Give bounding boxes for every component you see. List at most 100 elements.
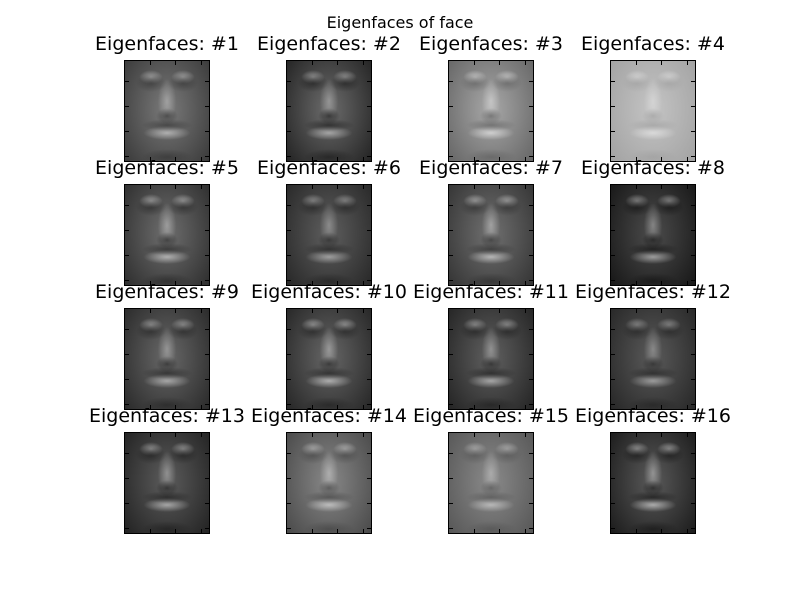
axis-tick <box>125 404 129 405</box>
eigenface-image <box>610 308 696 410</box>
axis-tick <box>687 281 688 285</box>
axis-tick <box>611 379 615 380</box>
axis-tick <box>205 528 209 529</box>
axis-tick <box>367 379 371 380</box>
axis-tick <box>125 478 129 479</box>
eigenface-pixels <box>611 433 695 533</box>
axis-tick <box>287 255 291 256</box>
axis-tick <box>125 131 129 132</box>
axis-tick <box>449 156 453 157</box>
axis-tick <box>287 528 291 529</box>
axis-tick <box>661 405 662 409</box>
axis-tick <box>367 478 371 479</box>
axis-tick <box>611 404 615 405</box>
axis-tick <box>201 281 202 285</box>
axis-tick <box>529 478 533 479</box>
axis-tick <box>125 528 129 529</box>
axis-tick <box>367 329 371 330</box>
eigenface-pixels <box>449 185 533 285</box>
axis-tick <box>611 205 615 206</box>
axis-tick <box>367 280 371 281</box>
axis-tick <box>287 131 291 132</box>
axis-tick <box>312 61 313 65</box>
axis-tick <box>687 309 688 313</box>
axis-tick <box>205 379 209 380</box>
axis-tick <box>312 281 313 285</box>
axis-tick <box>367 205 371 206</box>
axis-tick <box>499 529 500 533</box>
axis-tick <box>611 230 615 231</box>
axis-tick <box>125 453 129 454</box>
axis-tick <box>287 404 291 405</box>
axis-tick <box>175 281 176 285</box>
axis-tick <box>529 280 533 281</box>
axis-tick <box>337 281 338 285</box>
axis-tick <box>691 528 695 529</box>
axis-tick <box>529 354 533 355</box>
axis-tick <box>201 157 202 161</box>
axis-tick <box>201 309 202 313</box>
axis-tick <box>367 354 371 355</box>
eigenface-image <box>124 432 210 534</box>
axis-tick <box>691 205 695 206</box>
axis-tick <box>449 255 453 256</box>
axis-tick <box>287 81 291 82</box>
axis-tick <box>611 131 615 132</box>
axis-tick <box>150 405 151 409</box>
axis-tick <box>691 255 695 256</box>
axis-tick <box>287 354 291 355</box>
axis-tick <box>175 61 176 65</box>
panel-title: Eigenfaces: #4 <box>581 33 725 55</box>
axis-tick <box>525 185 526 189</box>
axis-tick <box>363 281 364 285</box>
eigenface-pixels <box>611 61 695 161</box>
axis-tick <box>529 81 533 82</box>
panel-title: Eigenfaces: #2 <box>257 33 401 55</box>
axis-tick <box>367 81 371 82</box>
panel-title: Eigenfaces: #14 <box>251 405 407 427</box>
axis-tick <box>363 309 364 313</box>
panel-title: Eigenfaces: #15 <box>413 405 569 427</box>
eigenface-image <box>286 60 372 162</box>
eigenface-image <box>448 308 534 410</box>
axis-tick <box>691 81 695 82</box>
axis-tick <box>201 185 202 189</box>
axis-tick <box>150 281 151 285</box>
axis-tick <box>367 453 371 454</box>
axis-tick <box>367 106 371 107</box>
eigenface-pixels <box>125 185 209 285</box>
axis-tick <box>691 280 695 281</box>
axis-tick <box>474 405 475 409</box>
eigenface-pixels <box>611 309 695 409</box>
axis-tick <box>529 379 533 380</box>
axis-tick <box>499 405 500 409</box>
eigenface-pixels <box>449 309 533 409</box>
axis-tick <box>175 433 176 437</box>
panel-title: Eigenfaces: #9 <box>95 281 239 303</box>
axis-tick <box>687 61 688 65</box>
axis-tick <box>201 405 202 409</box>
axis-tick <box>687 185 688 189</box>
axis-tick <box>474 309 475 313</box>
axis-tick <box>525 309 526 313</box>
axis-tick <box>449 503 453 504</box>
axis-tick <box>611 528 615 529</box>
axis-tick <box>636 405 637 409</box>
axis-tick <box>201 529 202 533</box>
axis-tick <box>687 529 688 533</box>
axis-tick <box>363 157 364 161</box>
axis-tick <box>175 157 176 161</box>
eigenface-pixels <box>287 433 371 533</box>
axis-tick <box>661 157 662 161</box>
eigenface-image <box>610 432 696 534</box>
axis-tick <box>525 405 526 409</box>
axis-tick <box>287 379 291 380</box>
axis-tick <box>312 157 313 161</box>
eigenface-pixels <box>125 309 209 409</box>
axis-tick <box>125 205 129 206</box>
axis-tick <box>499 185 500 189</box>
axis-tick <box>205 131 209 132</box>
axis-tick <box>337 405 338 409</box>
eigenface-image <box>448 184 534 286</box>
axis-tick <box>287 503 291 504</box>
